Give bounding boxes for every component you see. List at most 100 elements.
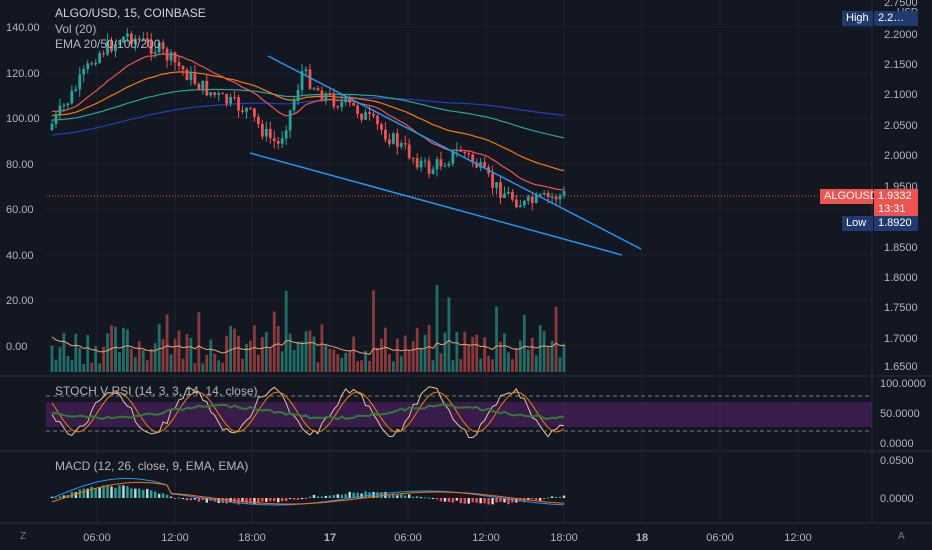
volume-bar — [372, 290, 375, 372]
candle-body — [403, 143, 407, 145]
macd-signal-line — [51, 481, 565, 505]
candle-body — [189, 71, 193, 81]
volume-bar — [483, 337, 487, 372]
candle-body — [225, 94, 229, 104]
candle-body — [296, 90, 300, 101]
volume-bar — [514, 348, 518, 372]
candle-body — [320, 90, 324, 100]
macd-histogram-bar — [193, 498, 197, 500]
price-axis-label: 2.1000 — [884, 89, 918, 101]
macd-histogram-bar — [463, 498, 466, 504]
candle-body — [268, 128, 272, 139]
macd-histogram-bar — [185, 498, 189, 501]
macd-histogram-bar — [225, 498, 228, 504]
macd-histogram-bar — [328, 495, 332, 498]
stoch-axis-label: 50.0000 — [880, 408, 920, 420]
volume-bar — [229, 326, 232, 372]
macd-histogram-bar — [50, 496, 54, 498]
volume-bar — [459, 359, 463, 372]
macd-histogram-bar — [118, 485, 121, 498]
stoch-k-line — [51, 386, 565, 439]
candle-body — [145, 38, 149, 41]
macd-histogram-bar — [304, 498, 308, 499]
volume-bar — [431, 360, 435, 372]
lower-trendline[interactable] — [249, 152, 623, 256]
candle-body — [245, 107, 248, 112]
macd-histogram-bar — [157, 493, 161, 498]
ema-20-line — [51, 53, 565, 191]
price-axis-label: 2.0500 — [884, 120, 918, 132]
candle-body — [221, 93, 225, 95]
volume-bar — [157, 323, 161, 372]
price-axis-label: 2.0000 — [884, 150, 918, 162]
volume-bar — [149, 348, 153, 372]
volume-bar — [256, 354, 260, 372]
candle-body — [181, 65, 185, 70]
candle-body — [217, 93, 221, 95]
macd-histogram-bar — [511, 498, 514, 503]
macd-histogram-bar — [519, 498, 522, 502]
candle-body — [304, 69, 308, 72]
macd-histogram-bar — [408, 494, 411, 498]
candle-body — [499, 182, 502, 198]
auto-scale-corner[interactable]: A — [898, 531, 905, 542]
time-axis-label: 06:00 — [394, 532, 422, 544]
price-axis-label: 2.1500 — [884, 59, 918, 71]
candle-body — [372, 114, 375, 116]
stoch-legend[interactable]: STOCH V RSI (14, 3, 3, 14, 14, close) — [55, 384, 258, 398]
volume-bar — [66, 355, 70, 372]
volume-bar — [518, 340, 522, 372]
macd-histogram-bar — [554, 496, 558, 498]
volume-bar — [58, 347, 62, 372]
macd-histogram-bar — [296, 498, 300, 500]
volume-bar — [554, 306, 558, 372]
upper-trendline[interactable] — [267, 55, 642, 250]
macd-histogram-bar — [150, 490, 153, 498]
time-axis-label: 18:00 — [238, 532, 266, 544]
candle-body — [387, 139, 391, 144]
volume-bar — [332, 349, 336, 372]
candle-body — [137, 38, 141, 40]
candle-body — [511, 191, 514, 200]
candle-body — [518, 205, 522, 208]
timezone-corner[interactable]: Z — [20, 531, 27, 542]
macd-histogram-bar — [531, 498, 534, 500]
volume-bar — [546, 347, 550, 372]
volume-bar — [435, 284, 439, 372]
macd-histogram-bar — [415, 496, 419, 498]
candle-body — [451, 150, 455, 164]
macd-histogram-bar — [344, 494, 347, 498]
candle-body — [129, 33, 133, 45]
ema-100-line — [51, 88, 565, 139]
ema-legend[interactable]: EMA 20/50/100/200 — [55, 37, 161, 51]
macd-histogram-bar — [467, 498, 470, 504]
macd-histogram-bar — [197, 498, 201, 502]
time-axis-label: 12:00 — [161, 532, 189, 544]
volume-bar — [225, 335, 229, 372]
macd-legend[interactable]: MACD (12, 26, close, 9, EMA, EMA) — [55, 459, 249, 473]
candle-body — [165, 48, 169, 61]
macd-histogram-bar — [491, 498, 494, 505]
candle-body — [395, 133, 399, 147]
macd-axis-label: 0.0000 — [880, 493, 914, 505]
volume-legend[interactable]: Vol (20) — [55, 22, 97, 36]
symbol-title[interactable]: ALGO/USD, 15, COINBASE — [55, 6, 206, 20]
candle-body — [94, 62, 98, 65]
macd-histogram-bar — [503, 498, 506, 503]
candle-body — [399, 143, 403, 147]
stoch-axis-label: 100.0000 — [880, 378, 926, 390]
left-axis-label: 80.00 — [6, 159, 34, 171]
candle-body — [78, 74, 82, 90]
macd-histogram-bar — [364, 491, 367, 498]
macd-histogram-bar — [324, 495, 328, 498]
volume-bar — [364, 350, 367, 372]
volume-bar — [102, 346, 105, 372]
macd-histogram-bar — [535, 498, 538, 500]
candle-body — [276, 141, 280, 144]
volume-bar — [507, 352, 510, 372]
volume-bar — [272, 311, 276, 372]
time-axis-label: 06:00 — [83, 532, 111, 544]
volume-bar — [467, 345, 471, 372]
candle-body — [534, 194, 538, 204]
